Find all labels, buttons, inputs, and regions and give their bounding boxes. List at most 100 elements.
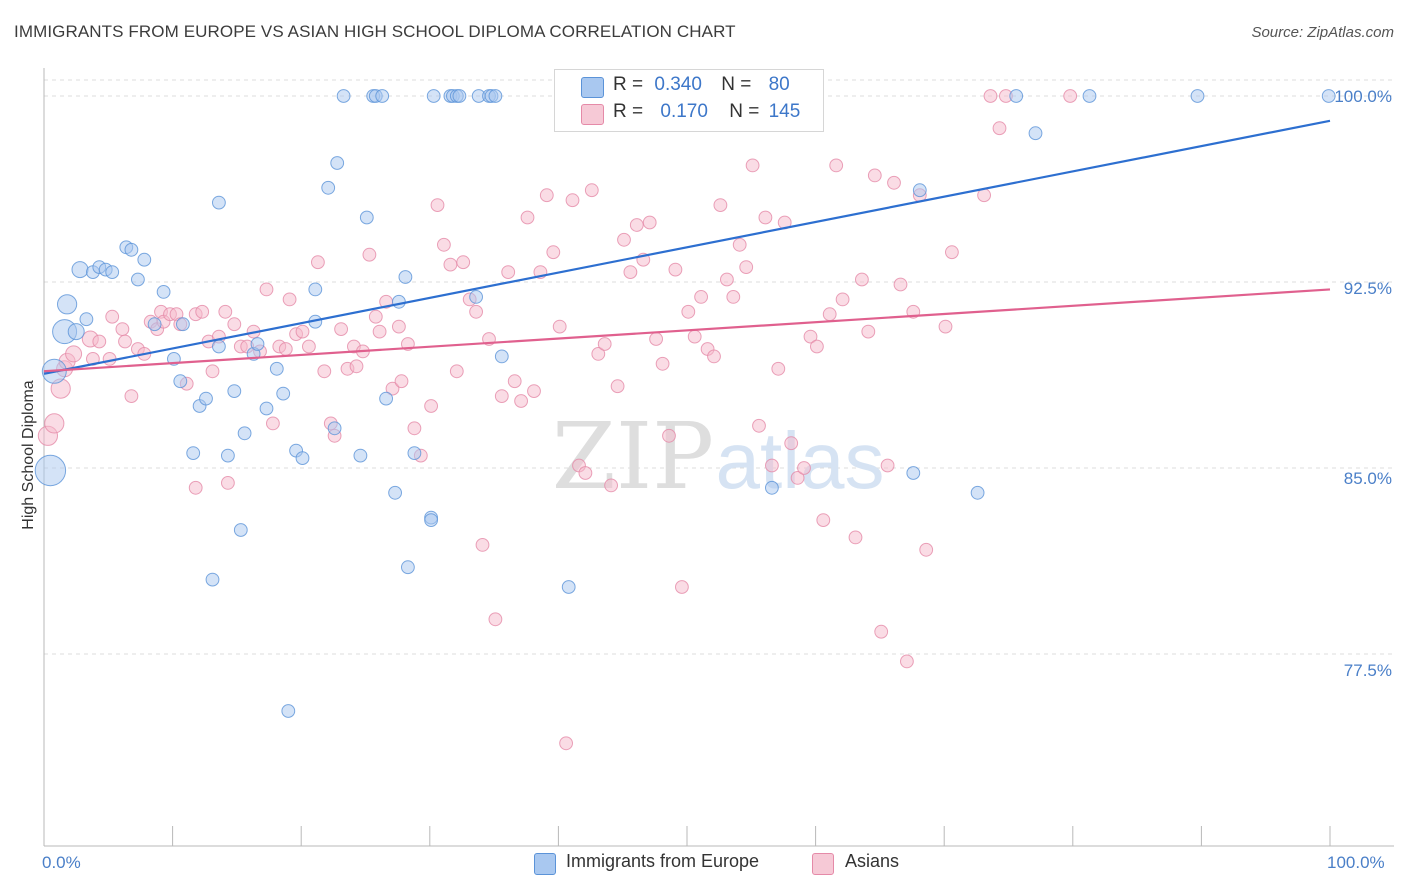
asians-point-121 — [790, 471, 805, 485]
asians-point-117 — [765, 458, 779, 473]
legend-row-asians: R = 0.170 N = 145 — [555, 101, 823, 127]
europe-point-80 — [1082, 89, 1097, 103]
asians-point-113 — [739, 260, 754, 275]
legend-row-europe: R = 0.340 N = 80 — [555, 74, 823, 100]
asians-point-94 — [617, 232, 631, 247]
europe-point-75 — [906, 466, 921, 480]
asians-point-30 — [218, 304, 233, 319]
europe-point-43 — [336, 89, 351, 103]
asians-point-116 — [758, 210, 773, 225]
asians-point-12 — [118, 334, 132, 349]
asians-point-115 — [752, 418, 766, 433]
europe-point-37 — [295, 451, 310, 466]
asians-point-140 — [919, 542, 934, 557]
europe-point-23 — [205, 572, 220, 587]
asians-point-90 — [591, 347, 606, 361]
bottom-legend-swatch-pink — [812, 853, 834, 875]
y-tick-label-100: 100.0% — [1334, 87, 1392, 106]
y-tick-label-77-5: 77.5% — [1343, 661, 1392, 680]
asians-point-10 — [105, 309, 120, 324]
asians-point-125 — [816, 513, 831, 527]
europe-point-78 — [1028, 126, 1043, 141]
legend-r-label: R = — [613, 74, 644, 95]
asians-point-86 — [565, 193, 580, 208]
asians-point-84 — [552, 319, 567, 334]
legend-n-label: N = — [729, 101, 760, 122]
legend-swatch-blue — [581, 77, 604, 98]
legend-n-value: 80 — [768, 74, 790, 95]
legend-n-value: 145 — [768, 101, 801, 122]
asians-point-105 — [687, 329, 702, 344]
europe-point-54 — [407, 446, 422, 461]
asians-point-101 — [662, 428, 676, 443]
europe-point-62 — [469, 290, 484, 304]
asians-point-135 — [887, 175, 901, 190]
asians-point-104 — [681, 304, 696, 319]
europe-point-52 — [398, 270, 413, 284]
europe-point-44 — [353, 448, 368, 463]
asians-point-93 — [610, 379, 625, 394]
europe-point-35 — [281, 704, 296, 718]
watermark-zip: ZIP — [552, 403, 714, 510]
asians-point-41 — [282, 292, 297, 307]
asians-point-144 — [983, 89, 998, 103]
asians-point-60 — [394, 374, 409, 389]
europe-point-4 — [67, 323, 85, 341]
legend-text-europe: R = 0.340 N = 80 — [613, 74, 790, 96]
asians-point-147 — [1063, 89, 1078, 103]
asians-point-32 — [227, 317, 242, 332]
asians-point-118 — [771, 361, 786, 376]
asians-point-133 — [874, 624, 889, 639]
asians-point-126 — [822, 307, 837, 322]
asians-point-26 — [195, 304, 210, 319]
europe-point-18 — [173, 374, 188, 389]
asians-point-46 — [317, 364, 332, 379]
asians-point-108 — [707, 349, 721, 364]
europe-point-22 — [199, 391, 213, 406]
europe-point-29 — [237, 426, 252, 441]
asians-point-95 — [623, 265, 638, 280]
europe-point-5 — [71, 261, 89, 279]
europe-point-48 — [375, 89, 390, 103]
asians-point-85 — [559, 736, 573, 751]
europe-point-32 — [259, 401, 274, 416]
europe-point-20 — [186, 446, 201, 461]
asians-point-89 — [584, 183, 599, 198]
asians-point-13 — [124, 389, 139, 404]
asians-point-25 — [188, 480, 203, 495]
asians-point-59 — [392, 319, 406, 334]
legend-n-label: N = — [721, 74, 752, 95]
asians-point-44 — [302, 339, 316, 354]
asians-point-55 — [368, 309, 383, 324]
asians-point-38 — [266, 416, 280, 431]
europe-point-61 — [452, 89, 467, 103]
europe-point-51 — [392, 294, 406, 309]
asians-point-66 — [437, 237, 451, 252]
x-tick-label-100: 100.0% — [1327, 853, 1385, 872]
europe-point-73 — [765, 480, 779, 495]
asians-point-74 — [488, 612, 503, 627]
europe-point-49 — [379, 391, 394, 406]
legend-r-value: 0.170 — [660, 101, 708, 122]
asians-point-110 — [720, 272, 734, 287]
asians-point-52 — [349, 359, 364, 374]
asians-point-78 — [514, 394, 528, 408]
europe-point-12 — [124, 242, 139, 257]
asians-point-130 — [855, 272, 869, 287]
europe-point-38 — [308, 282, 323, 297]
europe-point-6 — [79, 312, 94, 327]
asians-point-92 — [604, 478, 618, 493]
asians-point-127 — [829, 158, 844, 173]
x-tick-label-0: 0.0% — [42, 853, 81, 872]
asians-point-91 — [597, 337, 612, 351]
asians-point-58 — [385, 381, 400, 396]
bottom-legend-swatch-blue — [534, 853, 556, 875]
legend-swatch-pink — [581, 104, 604, 125]
asians-point-103 — [675, 580, 689, 594]
europe-point-40 — [321, 180, 336, 195]
europe-point-31 — [250, 337, 265, 351]
asians-point-37 — [259, 282, 274, 297]
asians-point-31 — [221, 476, 235, 490]
europe-point-68 — [561, 580, 576, 594]
asians-point-40 — [278, 342, 293, 356]
